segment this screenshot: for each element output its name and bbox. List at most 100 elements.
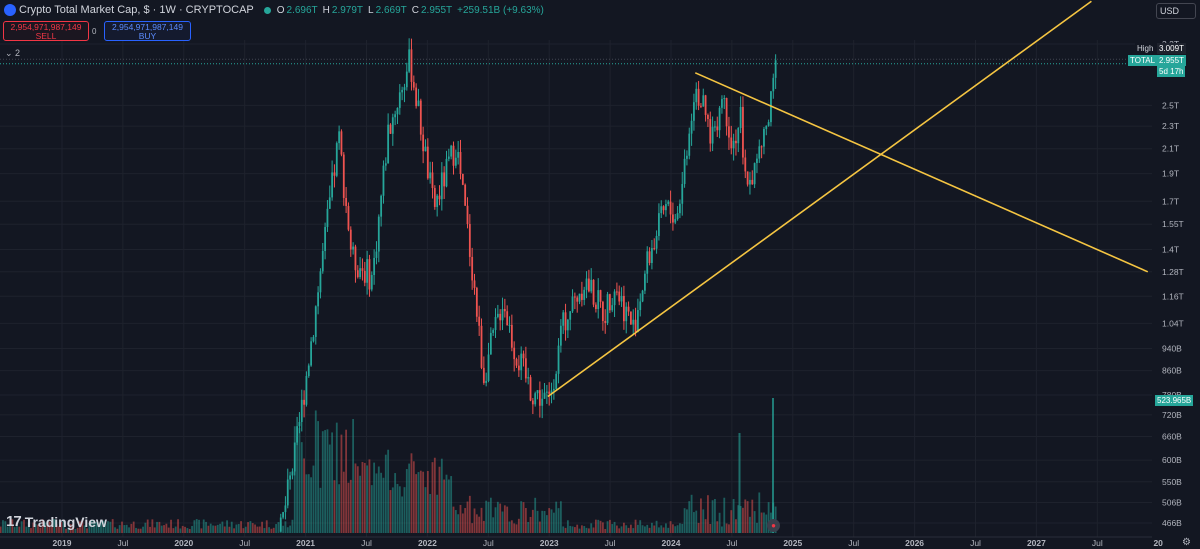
candle-body — [746, 171, 749, 185]
candle-body — [732, 140, 735, 149]
volume-bar — [4, 521, 7, 533]
candle-body — [345, 197, 348, 207]
volume-bar — [634, 519, 637, 533]
candle-body — [422, 134, 425, 152]
time-axis-tick-label: 2027 — [1027, 538, 1046, 548]
volume-bar — [186, 528, 189, 533]
volume-bar — [172, 528, 175, 533]
time-axis-tick-label: 2023 — [540, 538, 559, 548]
candle-body — [303, 399, 305, 405]
candle-body — [349, 229, 352, 250]
volume-bar — [328, 444, 331, 533]
candle-body — [601, 301, 604, 321]
volume-bar — [452, 506, 455, 533]
candle-body — [380, 195, 383, 217]
volume-bar — [665, 523, 667, 533]
candle-body — [459, 151, 462, 174]
buy-button[interactable]: 2,954,971,987,149 BUY — [104, 21, 191, 41]
volume-bar — [419, 470, 422, 533]
candle-body — [424, 146, 427, 152]
volume-bar — [417, 472, 420, 533]
volume-bar — [604, 528, 607, 533]
volume-bar — [725, 523, 728, 533]
candle-body — [594, 304, 597, 310]
candle-body — [443, 172, 446, 187]
high-value: 2.979T — [331, 4, 364, 16]
candle-body — [298, 421, 301, 427]
volume-bar — [697, 522, 700, 533]
candle-body — [324, 226, 327, 251]
volume-bar — [716, 521, 719, 533]
volume-bar — [475, 514, 478, 533]
volume-bar — [53, 519, 56, 533]
candle-body — [531, 400, 534, 405]
volume-bar — [111, 519, 114, 533]
settings-gear-icon[interactable]: ⚙ — [1182, 537, 1191, 548]
volume-bar — [672, 524, 674, 533]
volume-bar — [489, 497, 492, 533]
volume-bar — [753, 511, 756, 533]
tradingview-logo-icon: 17 — [6, 513, 22, 530]
candle-body — [487, 354, 490, 381]
currency-select[interactable]: USD — [1156, 3, 1196, 19]
volume-bar — [426, 470, 429, 533]
crypto-logo-icon — [4, 4, 16, 16]
volume-bar — [543, 511, 546, 533]
volume-bar — [256, 526, 259, 533]
candle-body — [391, 117, 394, 134]
symbol-title[interactable]: Crypto Total Market Cap, $ · 1W · CRYPTO… — [19, 4, 254, 16]
candle-body — [347, 206, 350, 230]
candle-body — [562, 312, 565, 326]
volume-bar — [646, 524, 649, 533]
sell-button[interactable]: 2,954,971,987,149 SELL — [3, 21, 89, 41]
candle-body — [711, 126, 714, 144]
volume-bar — [270, 528, 273, 533]
volume-bar — [380, 472, 383, 533]
volume-bar — [228, 526, 231, 533]
candle-body — [704, 95, 707, 115]
volume-bar — [177, 519, 179, 533]
candle-body — [508, 324, 511, 326]
price-axis-tick-label: 1.16T — [1162, 291, 1184, 301]
high-price-label: 3.009T — [1157, 43, 1186, 54]
candle-body — [641, 290, 644, 302]
volume-bar — [235, 524, 238, 533]
buy-label: BUY — [138, 31, 157, 41]
volume-bar — [480, 507, 483, 533]
volume-bar — [202, 519, 205, 533]
candle-body — [352, 246, 355, 250]
volume-bar — [160, 525, 163, 533]
volume-bar — [6, 526, 9, 533]
candle-body — [305, 375, 308, 405]
volume-bar — [433, 457, 436, 533]
volume-bar — [655, 520, 658, 533]
volume-bar — [25, 526, 28, 533]
volume-bar — [601, 522, 604, 533]
volume-bar — [564, 527, 567, 533]
candle-body — [765, 125, 768, 129]
volume-bar — [571, 526, 574, 533]
time-axis-tick-label: 2021 — [296, 538, 315, 548]
volume-bar — [251, 523, 254, 533]
candle-body — [653, 248, 656, 250]
candle-body — [450, 145, 453, 157]
indicators-toggle[interactable]: ⌄ 2 — [5, 48, 21, 58]
candle-body — [735, 140, 737, 144]
candle-body — [457, 151, 460, 158]
time-axis-tick-label: 2026 — [905, 538, 924, 548]
us-event-flag-icon[interactable]: ● — [767, 519, 780, 532]
candle-body — [328, 197, 331, 209]
close-value: 2.955T — [420, 4, 453, 16]
market-status-icon[interactable] — [263, 6, 271, 14]
candle-body — [384, 163, 387, 166]
candle-body — [548, 391, 551, 394]
volume-bar — [324, 430, 327, 533]
candle-body — [527, 377, 530, 379]
volume-bar — [363, 462, 366, 533]
candle-body — [660, 206, 663, 214]
volume-bar — [676, 525, 679, 533]
candle-body — [615, 291, 618, 293]
tradingview-logo[interactable]: 17 TradingView — [6, 513, 107, 530]
